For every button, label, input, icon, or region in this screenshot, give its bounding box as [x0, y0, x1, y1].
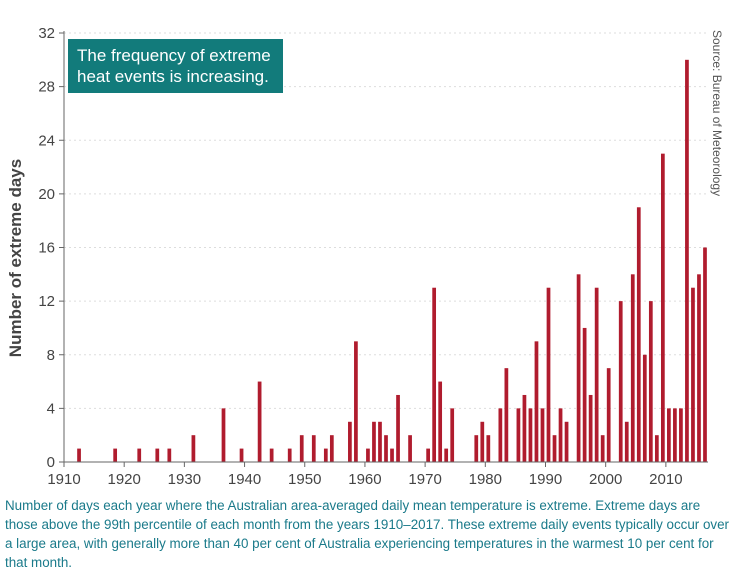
- bar-2009: [660, 153, 665, 462]
- bar-1974: [450, 408, 455, 462]
- bar-1925: [155, 448, 160, 462]
- bar-1998: [594, 287, 599, 462]
- bar-2016: [703, 247, 707, 462]
- callout-text: The frequency of extreme heat events is …: [77, 46, 271, 86]
- bar-2004: [630, 274, 635, 462]
- bar-2003: [624, 421, 629, 462]
- x-tick-label-2000: 2000: [589, 471, 622, 488]
- bar-1971: [432, 287, 437, 462]
- bar-1958: [354, 341, 358, 462]
- y-tick-label-4: 4: [47, 400, 55, 417]
- x-tick-label-1950: 1950: [288, 471, 321, 488]
- bar-1996: [582, 327, 587, 462]
- bar-1951: [311, 435, 316, 462]
- bar-1987: [528, 408, 533, 462]
- bar-2010: [667, 408, 671, 462]
- callout-box: The frequency of extreme heat events is …: [68, 39, 283, 93]
- bar-2014: [691, 287, 695, 462]
- bar-1991: [552, 435, 557, 462]
- bar-1954: [329, 435, 334, 462]
- bar-1980: [486, 435, 491, 462]
- bar-1960: [366, 448, 370, 462]
- y-tick-labels: 0 4 8 12 16 20 24 28 32: [38, 25, 55, 471]
- bar-1961: [372, 421, 376, 462]
- bar-2013: [685, 59, 689, 462]
- y-tick-label-16: 16: [38, 240, 55, 257]
- x-tick-label-2010: 2010: [649, 471, 682, 488]
- bar-2000: [606, 368, 611, 462]
- bar-1963: [384, 435, 388, 462]
- x-tick-label-1990: 1990: [529, 471, 562, 488]
- bar-2008: [654, 435, 659, 462]
- x-tick-label-1920: 1920: [107, 471, 140, 488]
- x-tick-label-1960: 1960: [348, 471, 381, 488]
- y-tick-label-8: 8: [47, 347, 55, 364]
- bar-1949: [299, 435, 304, 462]
- bar-1965: [396, 394, 400, 462]
- x-tick-label-1980: 1980: [469, 471, 502, 488]
- bar-1992: [558, 408, 563, 462]
- bar-1944: [269, 448, 274, 462]
- bar-2011: [673, 408, 677, 462]
- bar-1942: [257, 381, 262, 462]
- bar-1989: [540, 408, 545, 462]
- bar-1990: [546, 287, 551, 462]
- y-tick-label-28: 28: [38, 79, 55, 96]
- bar-1979: [480, 421, 485, 462]
- bar-1962: [378, 421, 382, 462]
- bar-1927: [167, 448, 172, 462]
- bar-1953: [323, 448, 328, 462]
- source-note: Source: Bureau of Meteorology: [710, 30, 724, 196]
- bar-2005: [636, 207, 641, 462]
- bar-1912: [77, 448, 81, 462]
- bar-1973: [444, 448, 449, 462]
- bars: [77, 59, 707, 462]
- x-tick-label-1910: 1910: [47, 471, 80, 488]
- x-tick-label-1930: 1930: [168, 471, 201, 488]
- bar-1982: [498, 408, 503, 462]
- bar-1970: [426, 448, 430, 462]
- x-tick-label-1970: 1970: [408, 471, 441, 488]
- bar-1922: [137, 448, 142, 462]
- bar-chart: 0 4 8 12 16 20 24 28 32 1910 1920 1930 1940 1950 1960…: [6, 25, 724, 488]
- bar-1964: [390, 448, 394, 462]
- bar-1995: [576, 274, 581, 462]
- x-tick-labels: 1910 1920 1930 1940 1950 1960 1970 1980 1990 2000…: [47, 471, 682, 488]
- bar-2012: [679, 408, 683, 462]
- bar-1957: [348, 421, 352, 462]
- y-tick-label-12: 12: [38, 293, 55, 310]
- bar-1985: [516, 408, 521, 462]
- bar-1931: [191, 435, 196, 462]
- bar-2007: [648, 301, 653, 462]
- axes: [59, 31, 708, 467]
- y-tick-label-0: 0: [47, 454, 55, 471]
- bar-2002: [618, 301, 623, 462]
- bar-1939: [239, 448, 244, 462]
- bar-1978: [474, 435, 479, 462]
- bar-1997: [588, 394, 593, 462]
- grid-lines: [64, 32, 708, 409]
- bar-1988: [534, 341, 539, 462]
- bar-2015: [697, 274, 701, 462]
- bar-1983: [504, 368, 509, 462]
- y-tick-label-32: 32: [38, 25, 55, 42]
- bar-1999: [600, 435, 605, 462]
- bar-1947: [287, 448, 292, 462]
- bar-1993: [564, 421, 569, 462]
- bar-1918: [113, 448, 118, 462]
- bar-1967: [408, 435, 412, 462]
- bar-2006: [642, 354, 647, 462]
- y-tick-label-20: 20: [38, 186, 55, 203]
- bar-1936: [221, 408, 226, 462]
- y-axis-label: Number of extreme days: [6, 159, 25, 357]
- y-tick-label-24: 24: [38, 132, 55, 149]
- x-tick-label-1940: 1940: [228, 471, 261, 488]
- bar-1986: [522, 394, 527, 462]
- figure-caption: Number of days each year where the Austr…: [5, 498, 730, 570]
- bar-1972: [438, 381, 443, 462]
